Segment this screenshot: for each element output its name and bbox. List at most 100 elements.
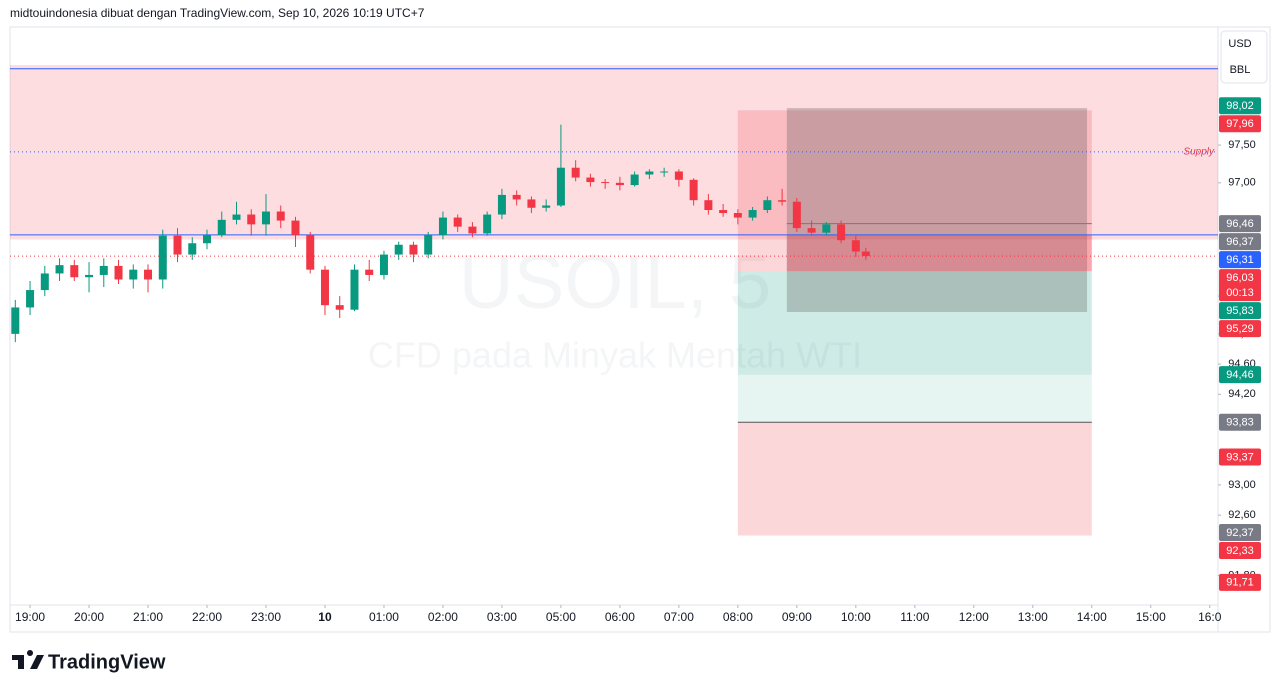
candle-body xyxy=(674,171,683,180)
y-tick-label: 97,50 xyxy=(1228,139,1256,151)
candle-body xyxy=(689,179,698,201)
candle-body xyxy=(55,265,64,274)
price-tag xyxy=(1219,366,1261,384)
candle-body xyxy=(822,224,831,233)
candle-body xyxy=(306,234,315,270)
x-tick-label: 16:0 xyxy=(1198,610,1222,624)
candle-body xyxy=(335,305,344,310)
position-box xyxy=(737,271,1092,375)
candle-body xyxy=(807,228,816,233)
x-tick-label: 09:00 xyxy=(782,610,812,624)
candle-body xyxy=(173,235,182,255)
candle-body xyxy=(704,200,713,211)
price-tag-label: 95,29 xyxy=(1226,323,1254,335)
price-tag-label: 97,96 xyxy=(1226,118,1254,130)
x-tick-label: 07:00 xyxy=(664,610,694,624)
logo: TradingView xyxy=(12,649,166,673)
x-tick-label: 10:00 xyxy=(841,610,871,624)
unit-box[interactable] xyxy=(1220,30,1268,84)
candle-body xyxy=(719,210,728,214)
price-tag-label: 92,37 xyxy=(1226,527,1254,539)
position-box xyxy=(737,374,1092,423)
candle-body xyxy=(851,240,860,252)
x-tick-label: 12:00 xyxy=(959,610,989,624)
candle-body xyxy=(320,269,329,306)
price-tag-label: 93,37 xyxy=(1226,451,1254,463)
zone-label: Supply xyxy=(1183,146,1215,157)
candle-body xyxy=(26,290,35,308)
x-tick-label: 11:00 xyxy=(900,610,929,624)
candle-body xyxy=(40,273,49,291)
price-tag xyxy=(1219,251,1261,269)
x-tick-label: 02:00 xyxy=(428,610,458,624)
candle-body xyxy=(394,244,403,255)
x-tick-label: 01:00 xyxy=(369,610,399,624)
x-tick-label: 21:00 xyxy=(133,610,163,624)
candle-body xyxy=(409,244,418,255)
candle-body xyxy=(85,274,94,278)
candle-body xyxy=(114,265,123,280)
candle-body xyxy=(542,205,551,208)
price-tag-label: 96,03 xyxy=(1226,272,1254,284)
candle-body xyxy=(453,217,462,227)
candle-body xyxy=(203,234,212,244)
price-tag xyxy=(1219,97,1261,115)
candle-body xyxy=(232,214,241,220)
price-tag-label: 91,71 xyxy=(1226,577,1254,589)
price-tag-label: 93,83 xyxy=(1226,417,1254,429)
candle-body xyxy=(527,199,536,208)
candle-body xyxy=(660,171,669,173)
price-tag-label: 92,33 xyxy=(1226,545,1254,557)
price-tag xyxy=(1219,413,1261,431)
x-tick-label: 19:00 xyxy=(15,610,45,624)
position-box xyxy=(737,110,1092,272)
price-tag-label: 95,83 xyxy=(1226,305,1254,317)
candle-body xyxy=(468,226,477,234)
candle-body xyxy=(837,224,846,241)
price-tag xyxy=(1219,269,1261,302)
candle-body xyxy=(861,251,870,257)
x-tick-label: 05:00 xyxy=(546,610,576,624)
countdown-label: 00:13 xyxy=(1226,287,1254,299)
candle-body xyxy=(748,210,757,218)
candle-body xyxy=(11,307,20,334)
candle-body xyxy=(144,269,153,280)
candle-body xyxy=(158,235,167,280)
candle-body xyxy=(792,201,801,229)
x-tick-label: 15:00 xyxy=(1136,610,1166,624)
plot-layer: Supply xyxy=(10,65,1218,536)
candle-body xyxy=(99,265,108,275)
position-box xyxy=(786,234,1092,272)
candle-body xyxy=(70,265,79,278)
candle-body xyxy=(512,194,521,200)
price-tag xyxy=(1219,523,1261,541)
price-tag-label: 96,46 xyxy=(1226,218,1254,230)
candle-body xyxy=(438,217,447,235)
x-tick-label: 22:00 xyxy=(192,610,222,624)
y-tick-label: 97,00 xyxy=(1228,177,1256,189)
candle-body xyxy=(571,167,580,178)
price-tag xyxy=(1219,115,1261,133)
price-tag xyxy=(1219,320,1261,338)
price-tag xyxy=(1219,448,1261,466)
chart-frame xyxy=(9,26,1271,633)
candle-body xyxy=(188,243,197,255)
candle-body xyxy=(630,174,639,186)
unit: BBL xyxy=(1230,64,1251,76)
position-box xyxy=(737,422,1092,536)
candle-body xyxy=(276,211,285,221)
candle-body xyxy=(365,269,374,275)
price-tag-label: 94,46 xyxy=(1226,369,1254,381)
y-tick-label: 94,20 xyxy=(1228,388,1256,400)
price-tag-label: 96,37 xyxy=(1226,236,1254,248)
candle-body xyxy=(217,219,226,235)
candle-body xyxy=(601,182,610,184)
candle-body xyxy=(483,214,492,234)
x-tick-label: 23:00 xyxy=(251,610,281,624)
price-tag xyxy=(1219,233,1261,251)
y-tick-label: 93,00 xyxy=(1228,479,1256,491)
candle-body xyxy=(615,182,624,186)
background-layer: USOIL, 5 CFD pada Minyak Mentah WTI xyxy=(368,240,862,375)
